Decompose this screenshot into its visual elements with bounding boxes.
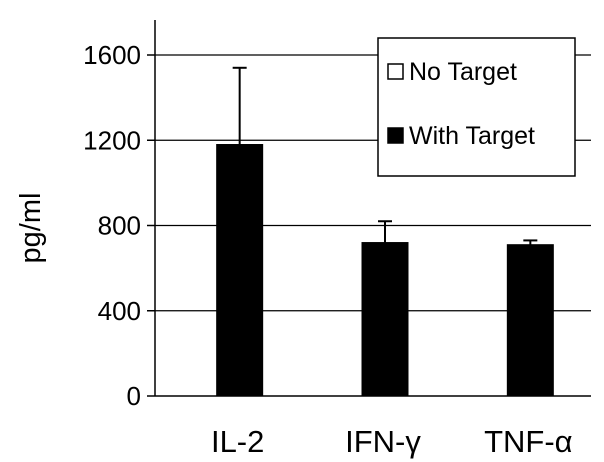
y-axis-title: pg/ml (15, 193, 47, 264)
y-tick-label: 800 (98, 211, 141, 241)
legend-label-no-target: No Target (409, 58, 517, 86)
y-axis-ticks: 0 400 800 1200 1600 (83, 40, 155, 411)
y-tick-label: 400 (98, 296, 141, 326)
bars (216, 144, 554, 397)
bar-with-target (361, 242, 409, 397)
legend: No Target With Target (377, 37, 576, 177)
legend-swatch-no-target (387, 63, 404, 80)
x-category-label: IFN-γ (345, 424, 421, 459)
y-tick-label: 1200 (83, 125, 141, 155)
y-tick-label: 1600 (83, 40, 141, 70)
x-category-label: TNF-α (484, 424, 573, 459)
bar-with-target (506, 244, 554, 397)
bar-with-target (216, 144, 264, 397)
error-bars (232, 66, 538, 245)
legend-label-with-target: With Target (409, 122, 535, 150)
legend-box (377, 37, 576, 177)
x-category-label: IL-2 (211, 424, 264, 459)
y-tick-label: 0 (127, 381, 141, 411)
legend-swatch-with-target (387, 127, 404, 144)
x-axis-labels: IL-2 IFN-γ TNF-α (211, 424, 573, 459)
